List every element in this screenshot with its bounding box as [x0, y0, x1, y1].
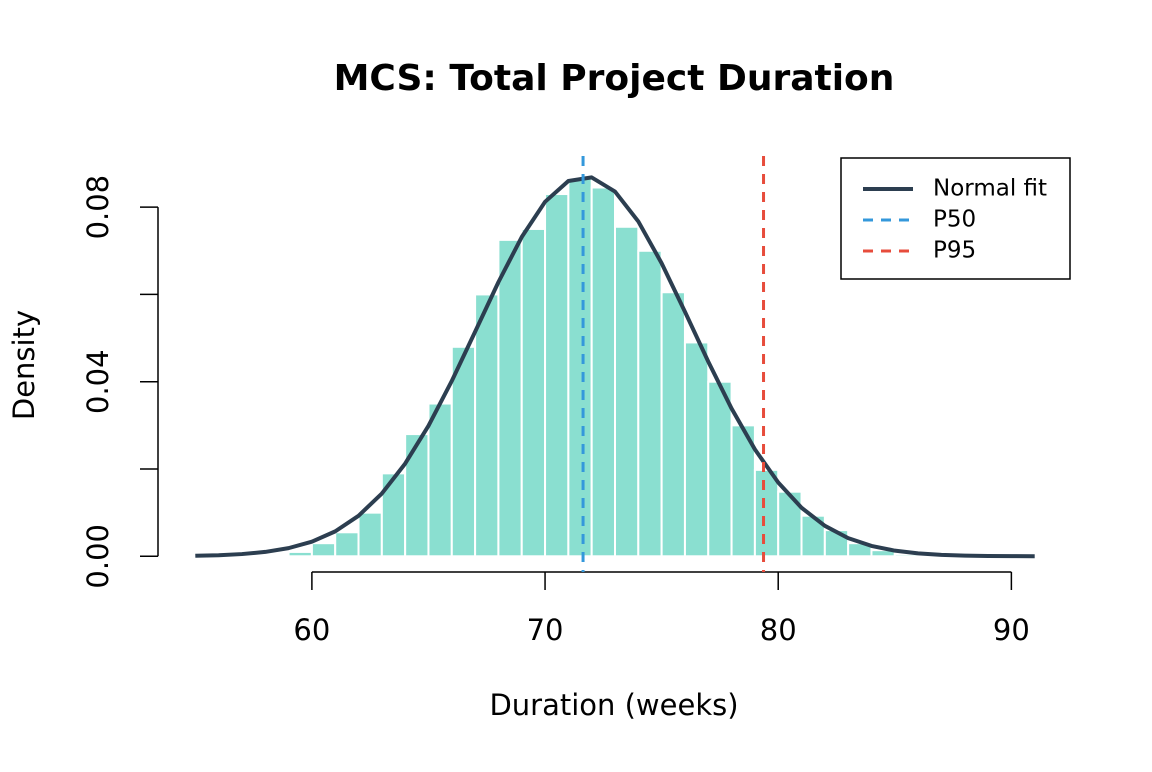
legend-label: P50 [933, 207, 976, 233]
bar [264, 553, 290, 558]
x-tick-label: 90 [993, 613, 1030, 647]
bar [567, 177, 593, 558]
bar [683, 341, 710, 558]
bar [427, 402, 453, 558]
bar [520, 227, 547, 558]
legend-label: P95 [933, 238, 976, 264]
x-tick-label: 80 [760, 613, 797, 647]
bar [404, 433, 430, 558]
bar [707, 380, 733, 558]
y-tick-label: 0.00 [81, 524, 115, 589]
x-tick-label: 60 [293, 613, 330, 647]
bar [497, 238, 523, 558]
x-axis-label: Duration (weeks) [489, 688, 738, 722]
x-tick-label: 70 [527, 613, 564, 647]
bar [660, 291, 686, 558]
bar [357, 511, 383, 558]
y-axis-label: Density [7, 310, 41, 420]
bar [590, 186, 616, 558]
bar [334, 531, 360, 558]
chart-title: MCS: Total Project Duration [334, 58, 895, 99]
bar [753, 468, 780, 558]
bar [287, 550, 313, 558]
y-tick-label: 0.04 [81, 349, 115, 414]
bar [637, 249, 663, 558]
bar [474, 293, 500, 558]
bar [614, 225, 640, 558]
fit-curve [195, 175, 1035, 559]
legend-box [840, 157, 1071, 280]
bar [544, 193, 570, 558]
bar [310, 542, 337, 558]
y-tick-label: 0.08 [81, 175, 115, 240]
legend-label: Normal fit [933, 176, 1047, 202]
